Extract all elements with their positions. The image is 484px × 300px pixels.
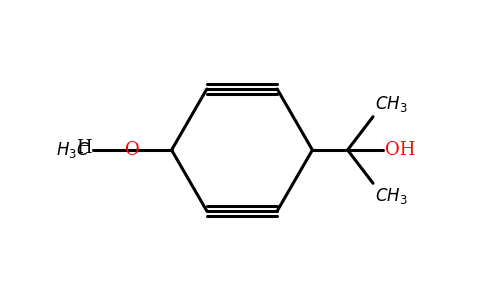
- Text: $CH_3$: $CH_3$: [375, 186, 408, 206]
- Text: $H_3C$: $H_3C$: [56, 140, 90, 160]
- Text: O: O: [125, 141, 140, 159]
- Text: $CH_3$: $CH_3$: [375, 94, 408, 114]
- Text: OH: OH: [385, 141, 415, 159]
- Text: H: H: [76, 139, 91, 157]
